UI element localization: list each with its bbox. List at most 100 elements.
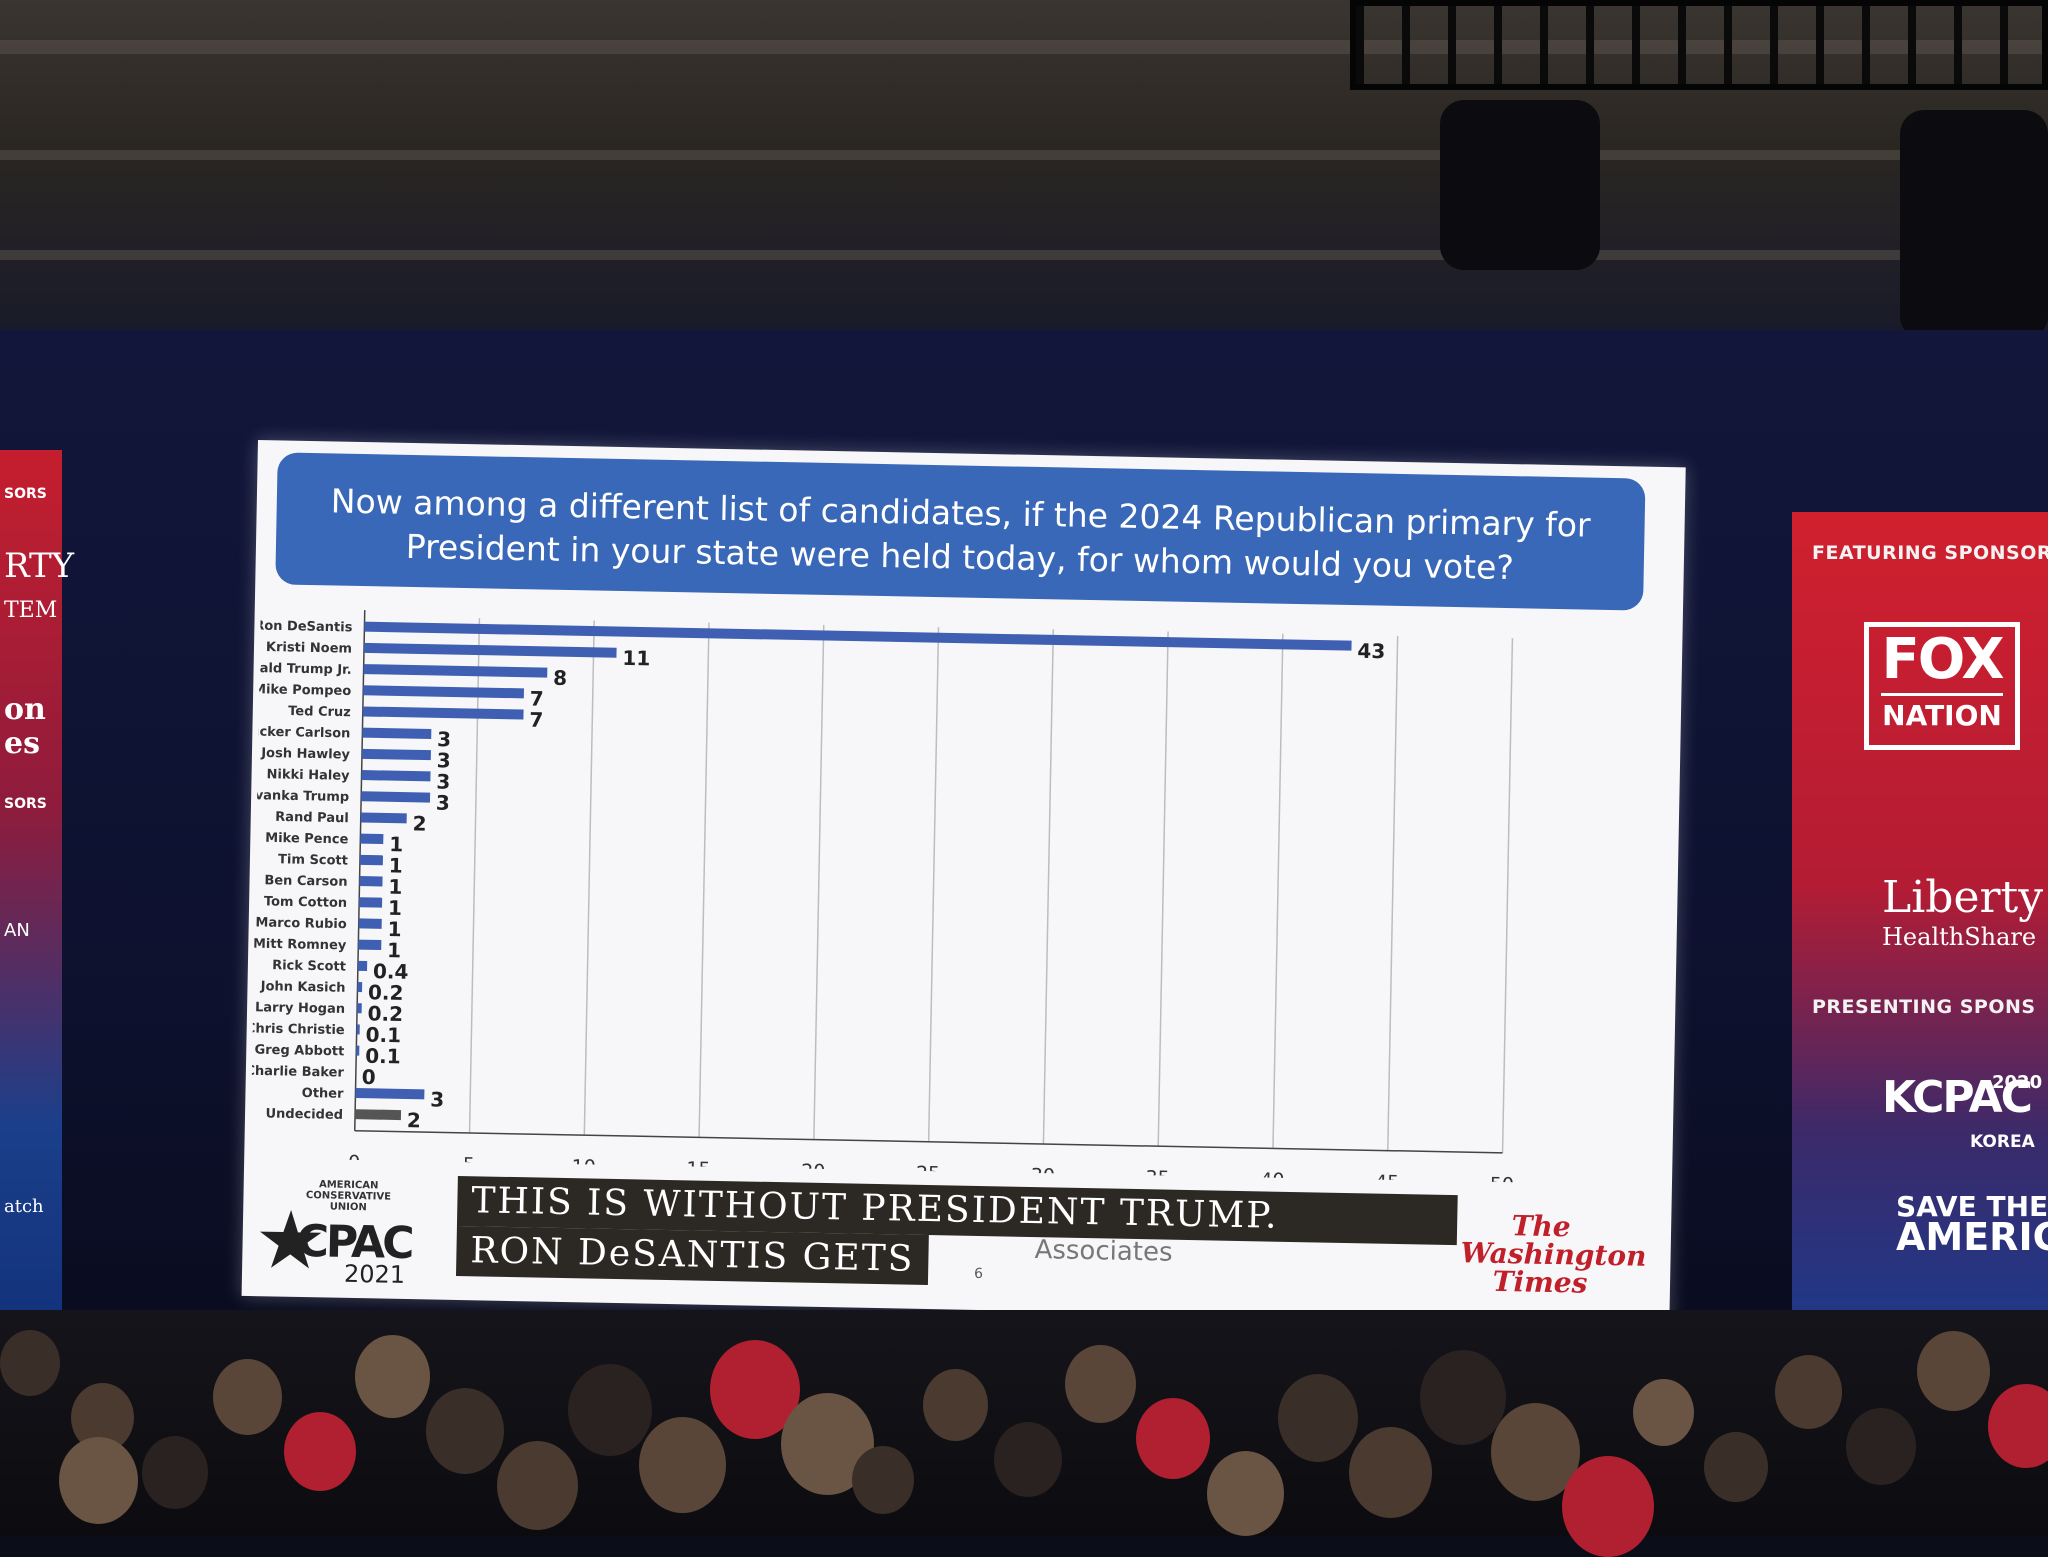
value-label: 11 xyxy=(622,646,650,671)
bar xyxy=(355,1088,424,1099)
x-tick-label: 15 xyxy=(686,1158,711,1180)
bar xyxy=(357,1003,362,1013)
audience-head xyxy=(142,1436,208,1509)
source-text: Associates xyxy=(1034,1235,1173,1268)
bar xyxy=(356,1046,359,1056)
category-label: Josh Hawley xyxy=(260,746,350,763)
category-label: Greg Abbott xyxy=(254,1043,344,1060)
value-label: 2 xyxy=(407,1108,421,1132)
bar xyxy=(355,1109,401,1120)
ceiling-beam xyxy=(0,150,2048,160)
audience-head xyxy=(568,1364,652,1456)
fox-logo-text: FOX xyxy=(1869,627,2015,693)
american-line: AMERICAN xyxy=(1896,1222,2048,1252)
gridline xyxy=(814,625,824,1140)
category-label: Ted Cruz xyxy=(288,704,351,720)
x-tick-label: 20 xyxy=(801,1160,826,1182)
audience-head xyxy=(1349,1427,1432,1518)
audience-head xyxy=(1136,1398,1210,1479)
category-label: Tim Scott xyxy=(278,852,348,868)
category-label: John Kasich xyxy=(260,979,346,996)
x-tick-label: 30 xyxy=(1031,1165,1056,1185)
audience-head xyxy=(1562,1456,1654,1557)
bar xyxy=(363,706,524,719)
audience-head xyxy=(59,1437,138,1524)
banner-text: on xyxy=(4,692,46,727)
banner-text: SORS xyxy=(4,796,47,812)
bar xyxy=(358,961,367,971)
category-label: Nikki Haley xyxy=(266,767,350,784)
gridline xyxy=(1503,638,1513,1153)
bar xyxy=(361,791,430,802)
category-label: Chris Christie xyxy=(250,1021,345,1038)
category-label: Kristi Noem xyxy=(266,640,352,657)
audience-head xyxy=(1988,1384,2048,1468)
presenting-sponsor-label: PRESENTING SPONS xyxy=(1812,996,2036,1018)
audience-head xyxy=(1065,1345,1136,1423)
value-label: 7 xyxy=(529,708,543,732)
nation-logo-text: NATION xyxy=(1881,693,2003,736)
value-label: 0 xyxy=(362,1065,376,1089)
bar xyxy=(362,749,431,760)
liberty-logo-text: Liberty xyxy=(1882,872,2043,923)
audience-head xyxy=(1775,1355,1842,1429)
x-tick-label: 50 xyxy=(1490,1174,1515,1186)
gridline xyxy=(1273,634,1283,1149)
audience-head xyxy=(1278,1374,1358,1462)
x-tick-label: 45 xyxy=(1375,1171,1400,1185)
gridline xyxy=(699,623,709,1138)
bar xyxy=(361,770,430,781)
audience-head xyxy=(213,1359,282,1435)
save-the-american-text: SAVE THE AMERICAN xyxy=(1896,1192,2048,1252)
stage-light xyxy=(1440,100,1600,270)
x-tick-label: 0 xyxy=(348,1152,361,1174)
category-label: Charlie Baker xyxy=(250,1064,344,1081)
gridline xyxy=(1388,636,1398,1151)
x-tick-label: 25 xyxy=(916,1163,941,1185)
bar xyxy=(358,940,381,950)
right-sponsor-banner: FEATURING SPONSOR FOX NATION Liberty Hea… xyxy=(1792,512,2048,1342)
audience-head xyxy=(852,1446,914,1514)
category-label: Other xyxy=(302,1086,345,1102)
audience-head xyxy=(1633,1379,1694,1446)
audience-head xyxy=(284,1412,356,1491)
category-label: Mike Pompeo xyxy=(253,682,351,699)
bar xyxy=(364,643,617,658)
featuring-sponsor-label: FEATURING SPONSOR xyxy=(1812,542,2048,564)
x-tick-label: 35 xyxy=(1145,1167,1170,1185)
kcpac-sub: KOREA xyxy=(1970,1132,2035,1152)
bar xyxy=(363,685,524,698)
gridline xyxy=(1158,632,1168,1147)
banner-text: SORS xyxy=(4,486,47,502)
category-label: Tom Cotton xyxy=(264,894,348,911)
caption-line-2: RON DeSANTIS GETS xyxy=(456,1226,929,1285)
value-label: 2 xyxy=(412,811,426,835)
x-tick-label: 5 xyxy=(463,1154,476,1176)
gridline xyxy=(584,620,594,1135)
category-label: Rick Scott xyxy=(272,958,346,974)
category-label: Ben Carson xyxy=(264,873,347,890)
acu-text: AMERICAN CONSERVATIVE UNION xyxy=(303,1179,394,1214)
audience-head xyxy=(639,1417,726,1513)
gridline xyxy=(929,627,939,1142)
bar xyxy=(357,1024,360,1034)
gridline xyxy=(1043,629,1053,1144)
washington-times-logo: The Washington Times xyxy=(1460,1211,1622,1298)
banner-text: AN xyxy=(4,920,30,941)
bar xyxy=(362,728,431,739)
projection-screen: Now among a different list of candidates… xyxy=(242,440,1686,1323)
lighting-truss xyxy=(1350,0,2048,90)
category-label: Mitt Romney xyxy=(253,937,347,954)
category-label: Mike Pence xyxy=(265,831,349,848)
fox-nation-logo: FOX NATION xyxy=(1864,622,2020,750)
category-label: Rand Paul xyxy=(275,810,349,826)
stage-light xyxy=(1900,110,2048,340)
audience-head xyxy=(355,1335,430,1418)
x-tick-label: 10 xyxy=(571,1156,596,1178)
audience-head xyxy=(0,1330,60,1396)
audience-head xyxy=(497,1441,578,1530)
category-label: Donald Trump Jr. xyxy=(250,661,352,678)
value-label: 43 xyxy=(1357,639,1385,664)
x-tick-label: 40 xyxy=(1260,1169,1285,1185)
